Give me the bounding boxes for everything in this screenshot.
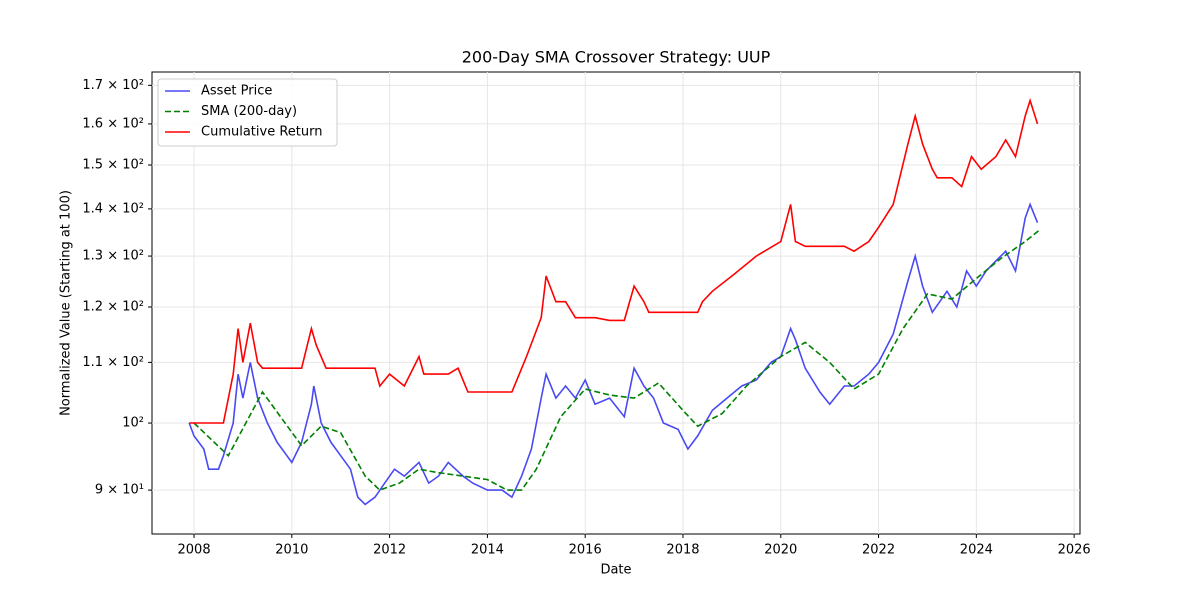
x-tick-label: 2020 (764, 543, 797, 558)
x-tick-label: 2024 (960, 543, 993, 558)
y-tick-label: 1.1 × 10² (82, 355, 144, 370)
x-axis-label: Date (600, 563, 631, 578)
x-tick-label: 2016 (569, 543, 602, 558)
y-tick-label: 1.7 × 10² (82, 78, 144, 93)
legend-label: Asset Price (201, 84, 272, 99)
series-line (188, 202, 1039, 506)
x-tick-label: 2026 (1058, 543, 1091, 558)
y-axis-label: Normalized Value (Starting at 100) (59, 190, 74, 416)
plot-area (152, 72, 1080, 534)
y-tick-label: 1.4 × 10² (82, 201, 144, 216)
y-tick-label: 10² (122, 416, 144, 431)
legend-label: Cumulative Return (201, 125, 322, 140)
chart-title: 200-Day SMA Crossover Strategy: UUP (462, 48, 771, 67)
y-tick-label: 1.2 × 10² (82, 300, 144, 315)
legend-box (157, 78, 338, 147)
y-tick-label: 1.6 × 10² (82, 116, 144, 131)
x-tick-label: 2022 (862, 543, 895, 558)
plot-frame (151, 71, 1081, 535)
x-tick-label: 2010 (275, 543, 308, 558)
legend: Asset Price SMA (200-day) Cumulative Retur… (157, 78, 338, 147)
x-tick-label: 2012 (373, 543, 406, 558)
series-line (193, 229, 1041, 492)
y-tick-label: 1.5 × 10² (82, 157, 144, 172)
series-line (189, 97, 1039, 424)
x-tick-label: 2008 (178, 543, 211, 558)
x-tick-label: 2014 (471, 543, 504, 558)
legend-label: SMA (200-day) (201, 104, 297, 119)
y-tick-label: 9 × 10¹ (95, 483, 144, 498)
x-tick-label: 2018 (666, 543, 699, 558)
y-tick-label: 1.3 × 10² (82, 249, 144, 264)
